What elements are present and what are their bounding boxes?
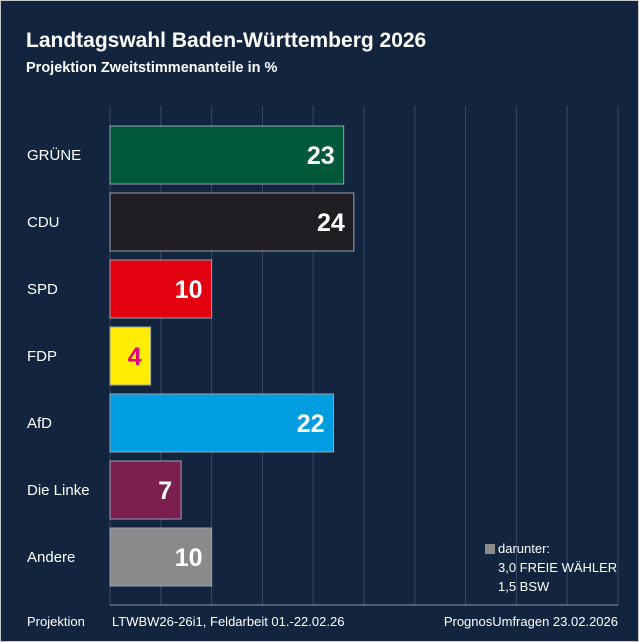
others-note: darunter: 3,0 FREIE WÄHLER 1,5 BSW [485,539,617,596]
data-label: 7 [158,477,172,505]
bar [109,326,152,386]
footer-left: Projektion [27,614,85,629]
data-label: 24 [317,209,345,237]
bar [109,393,335,453]
data-label: 10 [175,276,203,304]
category-label: CDU [27,214,60,231]
note-heading: darunter: [498,541,551,556]
category-label: SPD [27,281,58,298]
data-label: 23 [307,142,335,170]
category-label: FDP [27,348,57,365]
data-label: 22 [297,410,325,438]
note-line: 3,0 FREIE WÄHLER [498,560,618,575]
bar [109,527,213,587]
bar [109,259,213,319]
category-label: Die Linke [27,482,90,499]
footer-right: PrognosUmfragen 23.02.2026 [443,614,618,629]
legend-swatch-icon [485,544,495,554]
category-label: GRÜNE [27,146,81,164]
bar [109,460,182,520]
category-label: Andere [27,549,75,566]
category-label: AfD [27,415,52,432]
bar [109,125,345,185]
bar [109,192,355,252]
note-line: 1,5 BSW [498,579,550,594]
chart-subtitle: Projektion Zweitstimmenanteile in % [26,60,278,76]
data-label: 10 [175,544,203,572]
footer-middle: LTWBW26-26i1, Feldarbeit 01.-22.02.26 [112,614,345,629]
data-label: 4 [128,343,142,371]
chart-title: Landtagswahl Baden-Württemberg 2026 [26,29,427,52]
